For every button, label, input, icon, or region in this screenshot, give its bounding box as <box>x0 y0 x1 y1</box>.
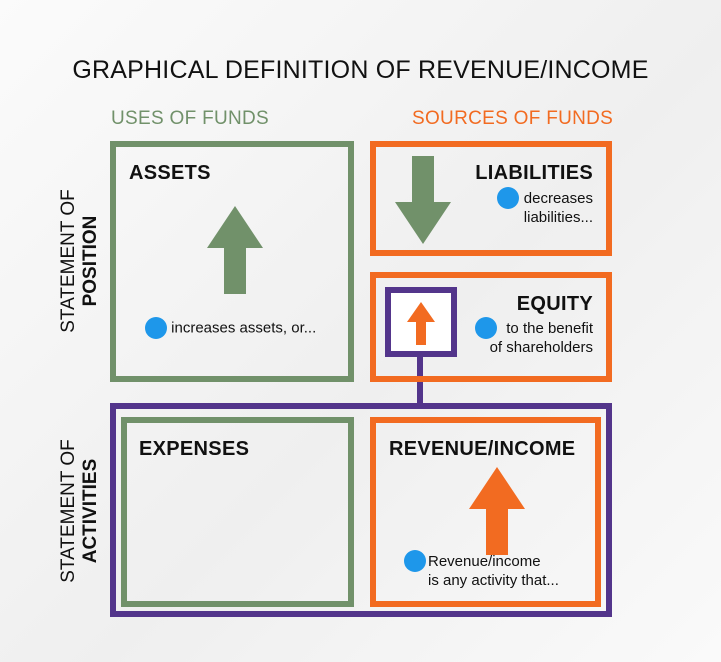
liabilities-note-line2: liabilities... <box>523 209 593 226</box>
liabilities-box: LIABILITIES decreases liabilities... <box>370 141 612 256</box>
equity-title: EQUITY <box>516 293 593 315</box>
statement-of-activities-label: STATEMENT OF ACTIVITIES <box>58 439 102 583</box>
assets-box: ASSETS increases assets, or... <box>110 141 354 382</box>
liabilities-title: LIABILITIES <box>475 162 593 184</box>
info-dot-icon <box>145 317 167 339</box>
assets-title: ASSETS <box>129 162 211 184</box>
revenue-income-box: REVENUE/INCOME Revenue/income is any act… <box>370 417 601 607</box>
uses-of-funds-heading: USES OF FUNDS <box>111 108 270 129</box>
assets-note: increases assets, or... <box>145 317 316 339</box>
equity-note-line2: of shareholders <box>489 339 593 356</box>
revenue-income-title: REVENUE/INCOME <box>389 438 576 460</box>
info-dot-icon <box>404 550 426 572</box>
equity-box: EQUITY to the benefit of shareholders <box>370 272 612 382</box>
arrow-up-icon <box>469 467 525 555</box>
assets-note-text: increases assets, or... <box>171 319 317 337</box>
liabilities-note-line1: decreases <box>523 190 593 207</box>
statement-of-activities-line1: STATEMENT OF <box>58 439 79 583</box>
arrow-down-icon <box>395 156 451 244</box>
expenses-box: EXPENSES <box>121 417 354 607</box>
statement-of-activities-line2: ACTIVITIES <box>80 458 101 564</box>
liabilities-note: decreases liabilities... <box>524 189 593 227</box>
info-dot-icon <box>475 317 497 339</box>
equity-note: to the benefit of shareholders <box>490 319 593 357</box>
expenses-title: EXPENSES <box>139 438 250 460</box>
info-dot-icon <box>497 187 519 209</box>
arrow-up-icon <box>407 302 435 345</box>
activities-frame <box>110 403 612 617</box>
sources-of-funds-heading: SOURCES OF FUNDS <box>412 108 614 129</box>
equity-note-line1: to the benefit <box>506 320 593 337</box>
statement-of-position-line1: STATEMENT OF <box>58 189 79 333</box>
statement-of-position-label: STATEMENT OF POSITION <box>58 189 102 333</box>
arrow-up-icon <box>207 206 263 294</box>
diagram-title: GRAPHICAL DEFINITION OF REVENUE/INCOME <box>72 56 649 84</box>
equity-increase-marker <box>385 287 457 357</box>
revenue-income-note: Revenue/income is any activity that... <box>428 552 559 590</box>
revenue-income-note-line2: is any activity that... <box>428 572 559 589</box>
statement-of-position-line2: POSITION <box>80 215 101 307</box>
revenue-income-note-line1: Revenue/income <box>428 553 541 570</box>
